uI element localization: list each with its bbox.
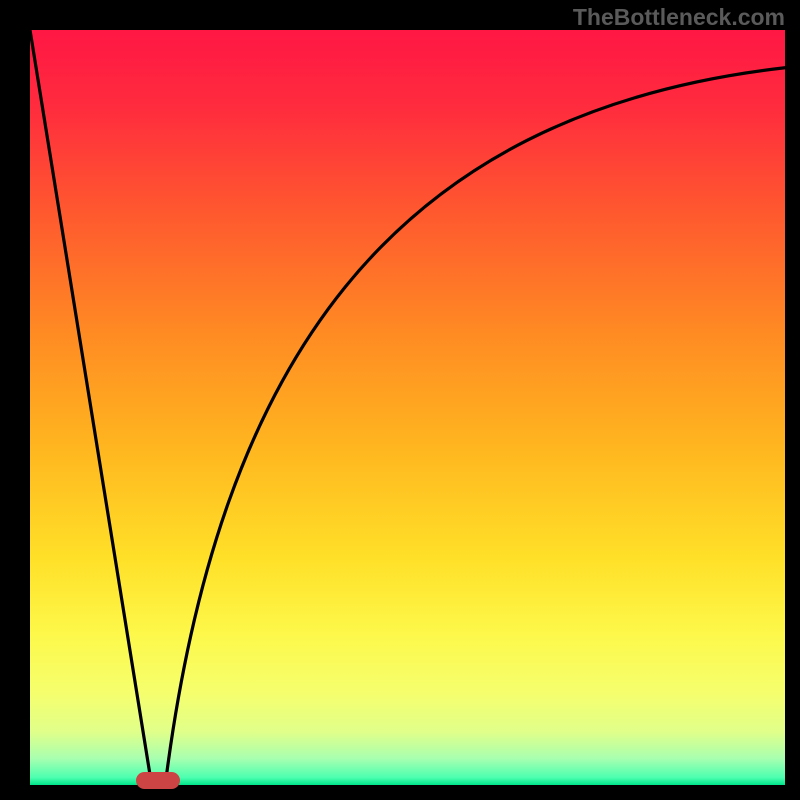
watermark-text: TheBottleneck.com xyxy=(573,4,785,31)
curve-layer xyxy=(30,30,785,785)
chart-container: TheBottleneck.com xyxy=(0,0,800,800)
optimal-marker xyxy=(136,772,180,789)
plot-area xyxy=(30,30,785,785)
bottleneck-curve xyxy=(30,30,785,780)
